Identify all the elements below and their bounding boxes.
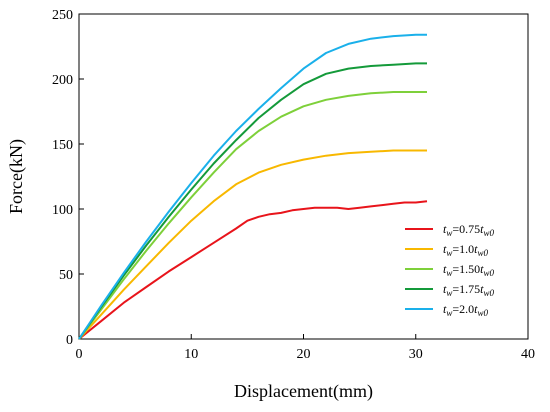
legend-label: tw=2.0tw0 [443, 302, 488, 318]
series-line-1 [78, 149, 427, 340]
x-axis-title: Displacement(mm) [234, 381, 373, 402]
legend-label: tw=1.0tw0 [443, 242, 488, 258]
x-tick-label: 0 [76, 347, 83, 362]
series-lines [78, 33, 428, 340]
x-tick-label: 10 [184, 347, 198, 362]
series-line-4 [78, 33, 427, 340]
axis-ticks: 0 10 20 30 40 0 50 100 150 200 250 [52, 8, 535, 362]
y-axis-title: Force(kN) [6, 139, 27, 214]
y-tick-label: 250 [52, 8, 73, 23]
legend: tw=0.75tw0 tw=1.0tw0 tw=1.50tw0 tw=1.75tw0 t… [405, 222, 494, 318]
y-tick-label: 50 [59, 268, 73, 283]
legend-label: tw=1.50tw0 [443, 262, 494, 278]
x-tick-label: 30 [409, 347, 423, 362]
y-tick-label: 0 [66, 333, 73, 348]
legend-label: tw=1.75tw0 [443, 282, 494, 298]
series-line-2 [78, 91, 427, 340]
series-line-3 [78, 62, 427, 340]
x-tick-label: 20 [297, 347, 311, 362]
series-line-0 [78, 200, 428, 340]
x-tick-label: 40 [521, 347, 535, 362]
y-tick-label: 100 [52, 203, 73, 218]
y-tick-label: 200 [52, 73, 73, 88]
y-tick-label: 150 [52, 138, 73, 153]
legend-label: tw=0.75tw0 [443, 222, 494, 238]
